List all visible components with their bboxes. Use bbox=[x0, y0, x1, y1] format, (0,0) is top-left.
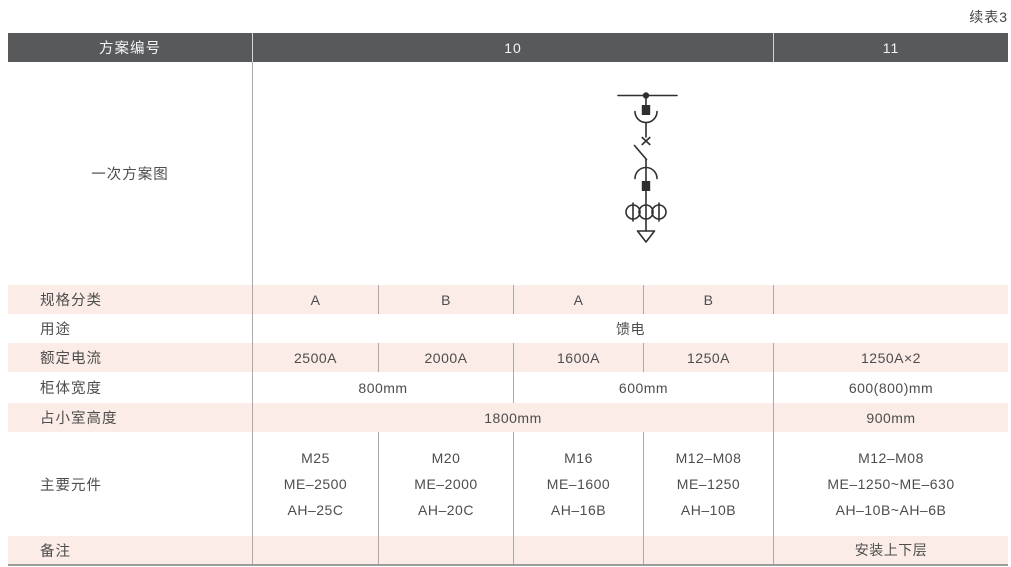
main-components-row-label: 主要元件 bbox=[40, 477, 102, 494]
table-cell: 600(800)mm bbox=[773, 372, 1008, 403]
table-cell: 安装上下层 bbox=[773, 536, 1008, 564]
breaker-x-icon bbox=[641, 136, 651, 146]
table-cell: 2000A bbox=[378, 343, 513, 372]
header-scheme-10: 10 bbox=[252, 33, 773, 62]
cabinet-width-row-label: 柜体宽度 bbox=[40, 381, 102, 397]
table-cell: A bbox=[252, 285, 378, 314]
table-cell bbox=[378, 536, 513, 564]
table-cell bbox=[773, 285, 1008, 314]
table-cell: M20 ME–2000 AH–20C bbox=[378, 432, 513, 536]
table-cell: B bbox=[643, 285, 773, 314]
main-components-row: 主要元件 M25 ME–2500 AH–25C M20 ME–2000 AH–2… bbox=[8, 432, 1008, 536]
compartment-height-row-label: 占小室高度 bbox=[40, 411, 118, 427]
table-cell: 馈电 bbox=[252, 314, 1008, 343]
rated-current-row-label: 额定电流 bbox=[40, 351, 102, 367]
cabinet-width-row: 柜体宽度 800mm 600mm 600(800)mm bbox=[8, 372, 1008, 403]
spec-row: 规格分类 A B A B bbox=[8, 285, 1008, 314]
table-header-row: 方案编号 10 11 bbox=[8, 33, 1008, 62]
table-continuation-label: 续表3 bbox=[969, 9, 1008, 25]
table-cell bbox=[513, 536, 643, 564]
diagram-row-label: 一次方案图 bbox=[91, 167, 169, 183]
drawout-plug-upper-icon bbox=[641, 105, 651, 115]
table-cell: M16 ME–1600 AH–16B bbox=[513, 432, 643, 536]
cable-terminal-icon bbox=[636, 230, 656, 243]
table-cell: M25 ME–2500 AH–25C bbox=[252, 432, 378, 536]
table-cell: M12–M08 ME–1250~ME–630 AH–10B~AH–6B bbox=[773, 432, 1008, 536]
table-cell bbox=[252, 536, 378, 564]
table-cell: 1250A bbox=[643, 343, 773, 372]
table-cell: 900mm bbox=[773, 403, 1008, 432]
table-cell: 1800mm bbox=[252, 403, 773, 432]
table-cell bbox=[643, 536, 773, 564]
table-cell: M12–M08 ME–1250 AH–10B bbox=[643, 432, 773, 536]
one-line-diagram bbox=[617, 92, 678, 243]
table-cell: A bbox=[513, 285, 643, 314]
rated-current-row: 额定电流 2500A 2000A 1600A 1250A 1250A×2 bbox=[8, 343, 1008, 372]
spec-row-label: 规格分类 bbox=[40, 293, 102, 309]
usage-row-label: 用途 bbox=[40, 322, 71, 338]
table-cell: B bbox=[378, 285, 513, 314]
diagram-cell bbox=[252, 62, 1008, 285]
drawout-plug-lower-icon bbox=[641, 181, 651, 191]
table-cell: 600mm bbox=[513, 372, 773, 403]
compartment-height-row: 占小室高度 1800mm 900mm bbox=[8, 403, 1008, 432]
remarks-row: 备注 安装上下层 bbox=[8, 536, 1008, 564]
table-cell: 1600A bbox=[513, 343, 643, 372]
table-cell: 1250A×2 bbox=[773, 343, 1008, 372]
table-cell: 800mm bbox=[252, 372, 513, 403]
header-scheme-11: 11 bbox=[773, 33, 1008, 62]
header-scheme-no: 方案编号 bbox=[99, 41, 161, 57]
isolator-blade bbox=[633, 144, 648, 161]
scheme-table: 方案编号 10 11 一次方案图 规格分类 A B A B 用途 馈电 额定电流… bbox=[8, 33, 1008, 566]
drawout-socket-lower-icon bbox=[634, 166, 658, 180]
table-cell: 2500A bbox=[252, 343, 378, 372]
usage-row: 用途 馈电 bbox=[8, 314, 1008, 343]
diagram-row: 一次方案图 bbox=[8, 62, 1008, 285]
current-transformer-icon bbox=[625, 202, 667, 222]
remarks-row-label: 备注 bbox=[40, 543, 71, 560]
